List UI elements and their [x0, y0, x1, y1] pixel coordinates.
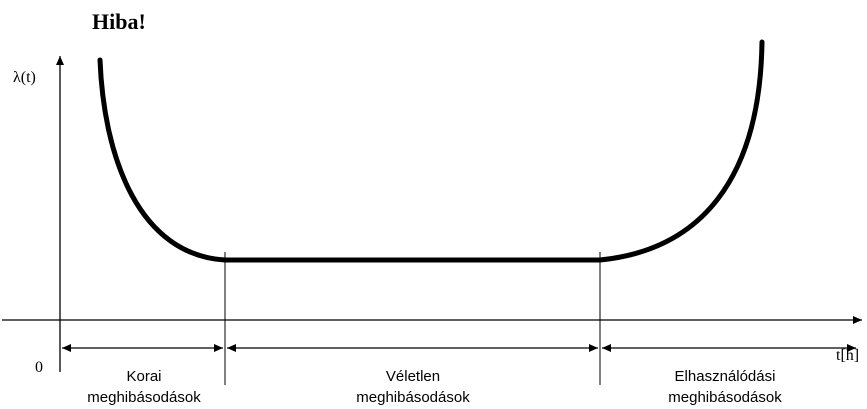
- failure-rate-curve: [97, 39, 765, 263]
- region-random-label-1: Véletlen: [386, 368, 440, 385]
- y-axis-label: λ(t): [13, 69, 36, 86]
- origin-label: 0: [35, 359, 43, 376]
- region-wearout-label-1: Elhasználódási: [675, 368, 776, 385]
- x-axis-label: t[h]: [836, 347, 859, 364]
- region-early-label-2: meghibásodások: [87, 389, 201, 406]
- diagram-title: Hiba!: [92, 9, 146, 34]
- region-random-label-2: meghibásodások: [356, 389, 470, 406]
- region-early-label-1: Korai: [126, 368, 161, 385]
- region-wearout-label-2: meghibásodások: [668, 389, 782, 406]
